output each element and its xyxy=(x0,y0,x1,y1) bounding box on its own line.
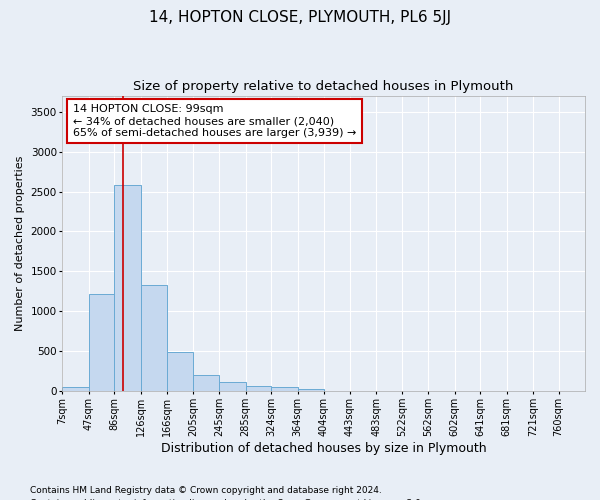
X-axis label: Distribution of detached houses by size in Plymouth: Distribution of detached houses by size … xyxy=(161,442,487,455)
Title: Size of property relative to detached houses in Plymouth: Size of property relative to detached ho… xyxy=(133,80,514,93)
Bar xyxy=(89,294,115,392)
Bar xyxy=(193,376,219,392)
Bar xyxy=(298,390,324,392)
Text: Contains HM Land Registry data © Crown copyright and database right 2024.: Contains HM Land Registry data © Crown c… xyxy=(30,486,382,495)
Y-axis label: Number of detached properties: Number of detached properties xyxy=(15,156,25,331)
Bar xyxy=(324,390,350,392)
Text: Contains public sector information licensed under the Open Government Licence v3: Contains public sector information licen… xyxy=(30,498,424,500)
Bar xyxy=(167,352,193,392)
Text: 14, HOPTON CLOSE, PLYMOUTH, PL6 5JJ: 14, HOPTON CLOSE, PLYMOUTH, PL6 5JJ xyxy=(149,10,451,25)
Bar xyxy=(271,388,298,392)
Text: 14 HOPTON CLOSE: 99sqm
← 34% of detached houses are smaller (2,040)
65% of semi-: 14 HOPTON CLOSE: 99sqm ← 34% of detached… xyxy=(73,104,356,138)
Bar xyxy=(141,285,167,392)
Bar xyxy=(219,382,245,392)
Bar xyxy=(115,185,141,392)
Bar xyxy=(62,388,89,392)
Bar xyxy=(245,386,271,392)
